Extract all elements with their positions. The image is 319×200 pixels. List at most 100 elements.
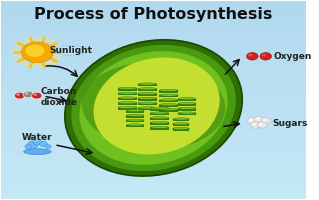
Polygon shape (151, 122, 169, 125)
Bar (1, 171, 306, 173)
Ellipse shape (152, 127, 167, 128)
Circle shape (33, 93, 37, 96)
Ellipse shape (178, 107, 196, 109)
Bar (1, 133, 306, 135)
Polygon shape (151, 108, 169, 111)
Circle shape (13, 37, 61, 68)
Bar (1, 70, 306, 72)
Ellipse shape (120, 97, 136, 99)
Ellipse shape (161, 90, 177, 91)
Ellipse shape (139, 98, 155, 99)
Circle shape (14, 92, 25, 99)
Bar (1, 85, 306, 87)
Bar (1, 166, 306, 168)
Circle shape (248, 118, 257, 124)
Bar (1, 21, 306, 22)
Circle shape (21, 42, 53, 63)
Circle shape (25, 144, 32, 149)
Bar (1, 19, 306, 21)
Bar (1, 55, 306, 57)
Polygon shape (160, 90, 178, 93)
Ellipse shape (128, 115, 143, 116)
Ellipse shape (151, 112, 169, 114)
Circle shape (23, 91, 33, 98)
Bar (1, 12, 306, 14)
Polygon shape (151, 118, 169, 120)
Bar (1, 145, 306, 146)
Bar (1, 115, 306, 117)
Bar (1, 130, 306, 131)
Ellipse shape (180, 98, 195, 99)
Bar (1, 163, 306, 165)
Circle shape (26, 45, 45, 57)
Bar (1, 77, 306, 78)
Polygon shape (138, 98, 157, 101)
Circle shape (262, 119, 266, 121)
Ellipse shape (120, 88, 136, 89)
Ellipse shape (128, 119, 143, 121)
Ellipse shape (160, 89, 178, 91)
Polygon shape (138, 89, 157, 91)
Bar (1, 128, 306, 130)
Bar (1, 90, 306, 92)
Bar (1, 158, 306, 160)
Polygon shape (118, 107, 137, 110)
Bar (1, 69, 306, 70)
Ellipse shape (118, 92, 137, 94)
Circle shape (256, 117, 259, 120)
Ellipse shape (126, 114, 144, 116)
Circle shape (247, 53, 258, 60)
Bar (1, 122, 306, 123)
Ellipse shape (126, 110, 144, 112)
Bar (1, 49, 306, 50)
Bar (1, 32, 306, 34)
Ellipse shape (174, 128, 188, 129)
Bar (1, 87, 306, 88)
Circle shape (261, 118, 271, 124)
Ellipse shape (180, 103, 195, 104)
Ellipse shape (139, 83, 155, 85)
Ellipse shape (152, 117, 167, 118)
Polygon shape (118, 103, 137, 105)
Bar (1, 100, 306, 102)
Bar (1, 82, 306, 83)
Ellipse shape (180, 112, 195, 114)
Ellipse shape (25, 134, 50, 141)
Ellipse shape (54, 45, 88, 55)
Bar (1, 88, 306, 90)
Polygon shape (126, 125, 144, 127)
Bar (1, 183, 306, 184)
Circle shape (251, 122, 261, 128)
Ellipse shape (160, 108, 178, 110)
Bar (1, 151, 306, 153)
Ellipse shape (138, 107, 157, 109)
Bar (1, 47, 306, 49)
Bar (1, 165, 306, 166)
Bar (1, 138, 306, 140)
Bar (1, 14, 306, 16)
Bar (1, 35, 306, 37)
Polygon shape (178, 103, 196, 106)
Bar (1, 120, 306, 122)
Bar (1, 39, 306, 40)
Bar (1, 135, 306, 136)
Bar (1, 64, 306, 65)
Bar (1, 117, 306, 118)
Bar (1, 65, 306, 67)
Ellipse shape (71, 45, 236, 171)
Ellipse shape (139, 88, 155, 89)
Polygon shape (160, 95, 178, 97)
Ellipse shape (126, 124, 144, 126)
Bar (1, 11, 306, 12)
Ellipse shape (161, 109, 177, 110)
Bar (1, 74, 306, 75)
Polygon shape (126, 111, 144, 113)
Polygon shape (126, 120, 144, 122)
Ellipse shape (151, 117, 169, 119)
Ellipse shape (138, 102, 157, 104)
Bar (1, 72, 306, 74)
Bar (1, 123, 306, 125)
Polygon shape (173, 119, 189, 121)
Circle shape (40, 142, 48, 147)
Bar (1, 102, 306, 103)
